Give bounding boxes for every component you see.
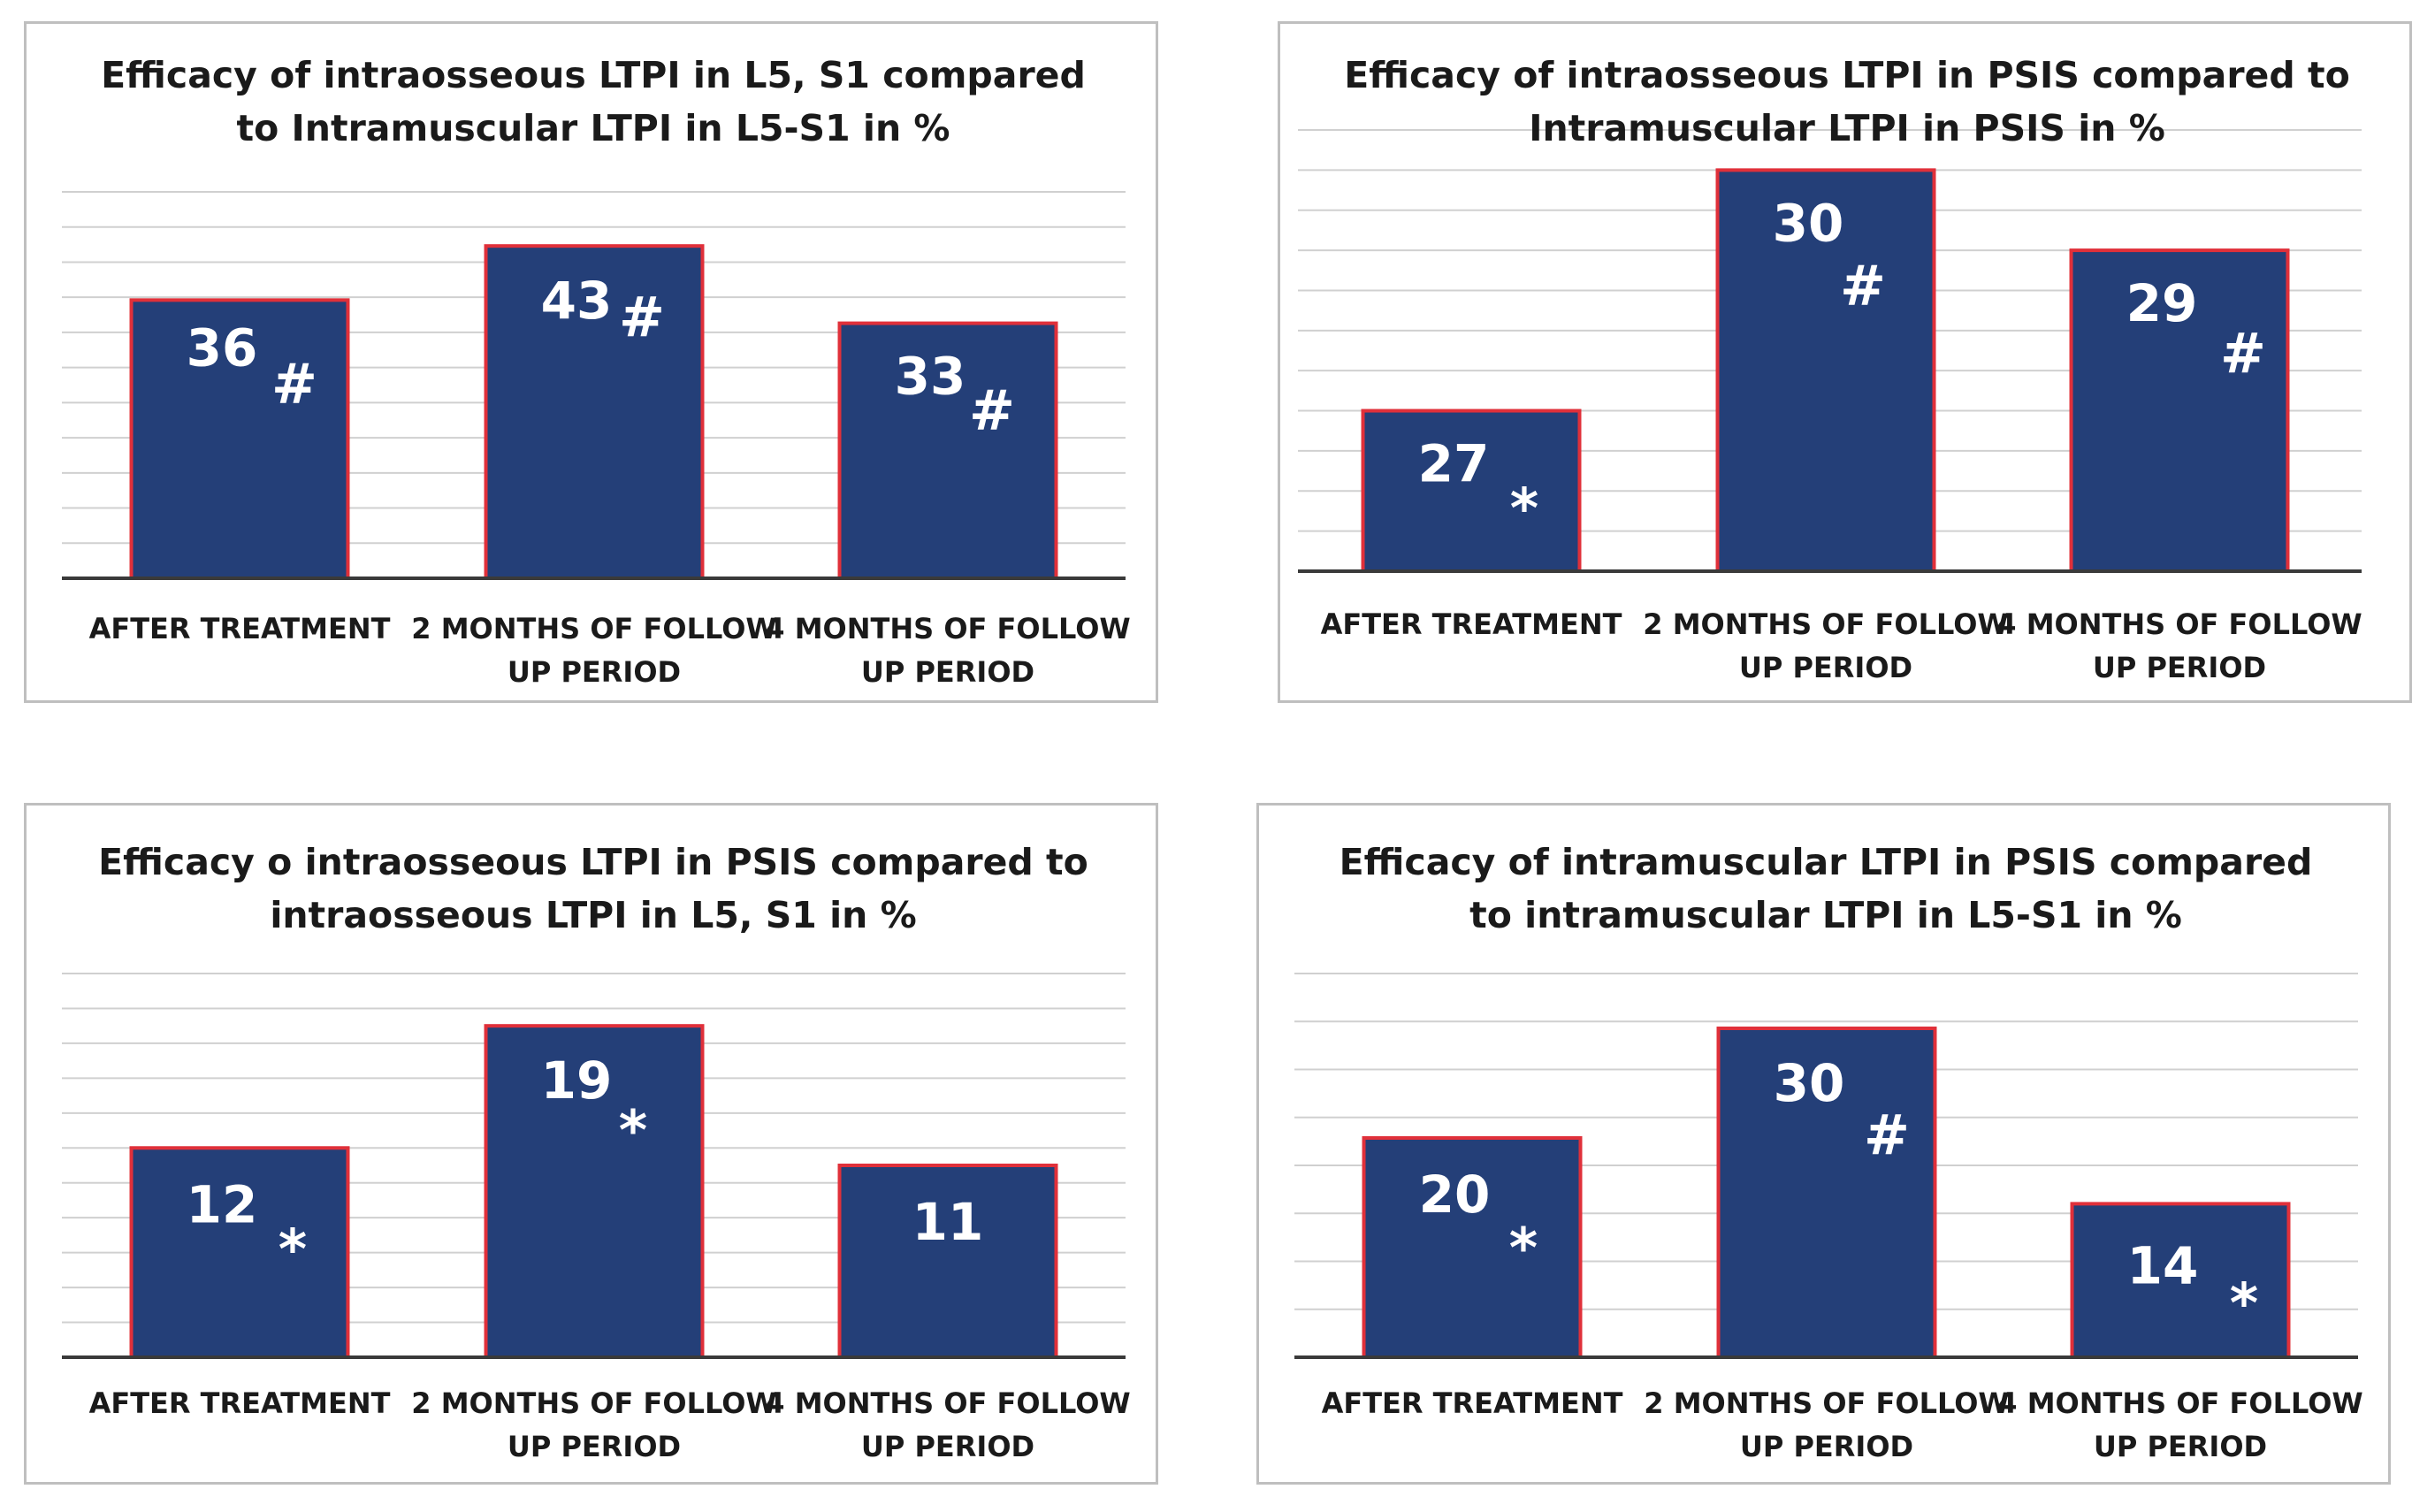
category-label: 2 MONTHS OF FOLLOW: [411, 612, 776, 645]
significance-marker: *: [2230, 1271, 2258, 1335]
category-label: UP PERIOD: [861, 655, 1034, 689]
bar-value-label: 30: [1774, 1053, 1845, 1113]
bar: [484, 244, 705, 580]
significance-marker: #: [1840, 253, 1886, 317]
bar: [1361, 409, 1582, 573]
category-label: AFTER TREATMENT: [89, 612, 391, 645]
category-label: UP PERIOD: [2093, 651, 2266, 684]
chart-svg: Efficacy of intraosseous LTPI in L5, S1 …: [62, 54, 1131, 689]
category-label: 2 MONTHS OF FOLLOW: [1644, 1386, 2009, 1420]
chart-panel-bottom-right: Efficacy of intramuscular LTPI in PSIS c…: [1256, 803, 2391, 1485]
category-label: UP PERIOD: [861, 1430, 1034, 1463]
category-label: UP PERIOD: [2094, 1430, 2267, 1463]
significance-marker: *: [1510, 477, 1538, 541]
chart-svg: Efficacy o intraosseous LTPI in PSIS com…: [62, 841, 1131, 1463]
bar: [837, 321, 1058, 580]
chart-title: Intramuscular LTPI in PSIS in %: [1529, 107, 2165, 149]
category-label: UP PERIOD: [1740, 1430, 1913, 1463]
chart-title: to intramuscular LTPI in L5-S1 in %: [1469, 894, 2182, 936]
bar-value-label: 11: [912, 1192, 984, 1252]
chart-svg: Efficacy of intraosseous LTPI in PSIS co…: [1298, 54, 2362, 684]
chart-panel-top-right: Efficacy of intraosseous LTPI in PSIS co…: [1278, 21, 2412, 703]
chart-title: Efficacy of intramuscular LTPI in PSIS c…: [1340, 841, 2313, 883]
chart-title: Efficacy o intraosseous LTPI in PSIS com…: [98, 841, 1088, 883]
category-label: 2 MONTHS OF FOLLOW: [411, 1386, 776, 1420]
chart-svg: Efficacy of intramuscular LTPI in PSIS c…: [1294, 841, 2363, 1463]
bar-value-label: 20: [1419, 1165, 1491, 1225]
chart-title: intraosseous LTPI in L5, S1 in %: [270, 894, 916, 936]
significance-marker: #: [969, 378, 1015, 443]
bar-value-label: 43: [541, 271, 613, 331]
category-label: AFTER TREATMENT: [1322, 1386, 1623, 1420]
category-label: 4 MONTHS OF FOLLOW: [765, 1386, 1130, 1420]
category-label: UP PERIOD: [508, 655, 681, 689]
bar: [1715, 168, 1936, 573]
significance-marker: #: [619, 285, 665, 349]
chart-panel-top-left: Efficacy of intraosseous LTPI in L5, S1 …: [24, 21, 1158, 703]
bar: [1716, 1027, 1937, 1359]
chart-title: Efficacy of intraosseous LTPI in L5, S1 …: [101, 54, 1086, 96]
significance-marker: *: [279, 1217, 307, 1281]
bar-value-label: 19: [541, 1050, 613, 1111]
significance-marker: #: [2220, 321, 2266, 386]
bar: [484, 1024, 705, 1359]
bar-value-label: 30: [1773, 193, 1844, 253]
significance-marker: #: [1864, 1103, 1910, 1167]
category-label: 2 MONTHS OF FOLLOW: [1643, 607, 2008, 641]
category-label: 4 MONTHS OF FOLLOW: [765, 612, 1130, 645]
bar-value-label: 27: [1418, 434, 1490, 494]
bar: [837, 1164, 1058, 1359]
bar-value-label: 14: [2127, 1235, 2199, 1295]
bar: [2069, 248, 2290, 573]
bar-value-label: 36: [187, 317, 258, 378]
significance-marker: #: [271, 351, 317, 416]
category-label: UP PERIOD: [508, 1430, 681, 1463]
significance-marker: *: [1509, 1216, 1538, 1280]
category-label: AFTER TREATMENT: [89, 1386, 391, 1420]
category-label: 4 MONTHS OF FOLLOW: [1997, 1386, 2362, 1420]
bar-value-label: 12: [187, 1174, 258, 1234]
significance-marker: *: [619, 1098, 647, 1163]
category-label: UP PERIOD: [1739, 651, 1912, 684]
chart-panel-bottom-left: Efficacy o intraosseous LTPI in PSIS com…: [24, 803, 1158, 1485]
category-label: 4 MONTHS OF FOLLOW: [1996, 607, 2362, 641]
chart-title: to Intramuscular LTPI in L5-S1 in %: [237, 107, 950, 149]
chart-title: Efficacy of intraosseous LTPI in PSIS co…: [1344, 54, 2350, 96]
bar: [1362, 1136, 1583, 1359]
bar: [2070, 1202, 2291, 1359]
category-label: AFTER TREATMENT: [1321, 607, 1622, 641]
bar-value-label: 29: [2126, 273, 2198, 333]
bar: [129, 298, 350, 580]
bar: [129, 1146, 350, 1360]
bar-value-label: 33: [895, 347, 966, 407]
